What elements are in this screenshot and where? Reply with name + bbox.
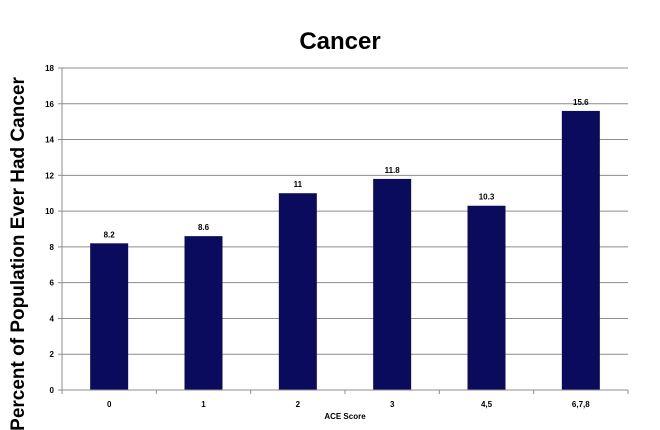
bar-4 — [467, 205, 506, 390]
bar-1 — [184, 236, 223, 390]
y-tick-label-5: 10 — [45, 207, 54, 216]
y-axis-label: Percent of Population Ever Had Cancer — [8, 77, 29, 430]
x-tick-label-5: 6,7,8 — [572, 400, 590, 409]
y-axis-ticks: 0 2 4 6 8 10 12 14 16 18 — [45, 64, 62, 395]
y-tick-label-0: 0 — [50, 386, 55, 395]
x-tick-label-3: 3 — [390, 400, 395, 409]
y-tick-label-3: 6 — [50, 279, 55, 288]
x-axis-ticks: 0 1 2 3 4,5 6,7,8 — [61, 390, 629, 409]
y-tick-label-2: 4 — [50, 314, 55, 323]
y-tick-label-8: 16 — [45, 100, 54, 109]
data-label-3: 11.8 — [385, 166, 401, 175]
data-labels: 8.2 8.6 11 11.8 10.3 15.6 — [104, 98, 590, 239]
x-axis-label: ACE Score — [324, 412, 366, 421]
x-tick-label-2: 2 — [296, 400, 301, 409]
data-label-5: 15.6 — [573, 98, 589, 107]
gridlines — [62, 67, 628, 355]
x-tick-label-4: 4,5 — [481, 400, 493, 409]
bars — [90, 110, 600, 390]
y-tick-label-9: 18 — [45, 64, 54, 73]
chart-title: Cancer — [299, 28, 380, 55]
bar-0 — [90, 243, 129, 390]
axes — [61, 68, 628, 391]
y-tick-label-6: 12 — [45, 171, 54, 180]
data-label-0: 8.2 — [104, 230, 116, 239]
data-label-4: 10.3 — [479, 193, 495, 202]
data-label-1: 8.6 — [198, 223, 210, 232]
x-tick-label-1: 1 — [201, 400, 206, 409]
x-tick-label-0: 0 — [107, 400, 112, 409]
bar-3 — [373, 178, 412, 390]
bar-5 — [561, 110, 600, 390]
y-tick-label-7: 14 — [45, 136, 54, 145]
bar-2 — [278, 193, 317, 390]
y-tick-label-4: 8 — [50, 243, 55, 252]
y-tick-label-1: 2 — [50, 350, 55, 359]
data-label-2: 11 — [294, 180, 303, 189]
